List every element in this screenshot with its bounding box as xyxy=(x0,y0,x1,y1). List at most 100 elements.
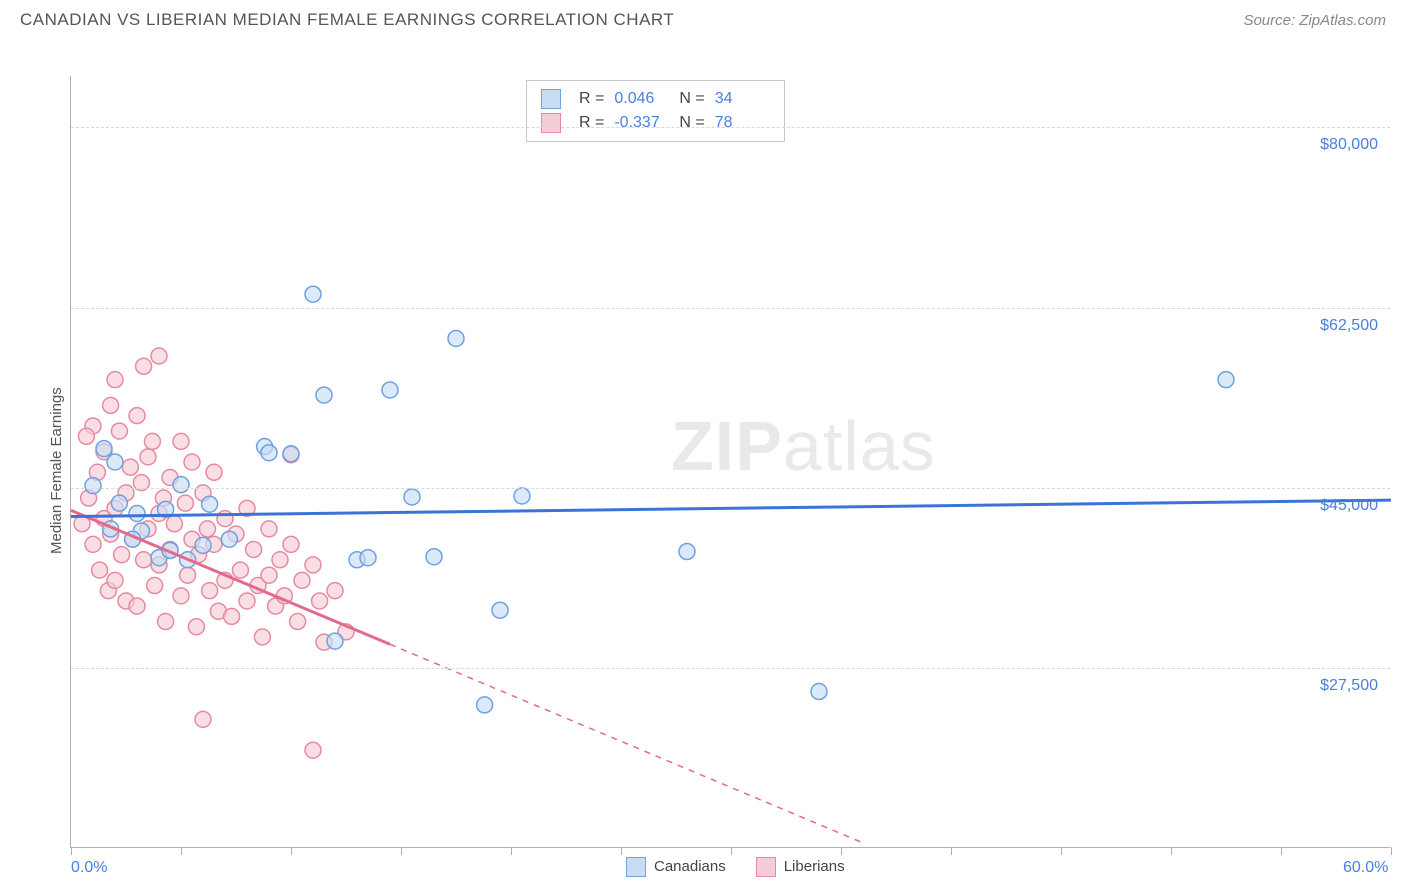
data-point xyxy=(180,567,196,583)
data-point xyxy=(92,562,108,578)
plot-area: ZIPatlas R =0.046N =34R =-0.337N =78 Can… xyxy=(70,76,1390,848)
x-tick-label: 60.0% xyxy=(1343,859,1388,877)
legend-swatch xyxy=(626,857,646,877)
y-tick-label: $45,000 xyxy=(1320,497,1378,515)
n-value: 78 xyxy=(715,114,770,132)
x-tick xyxy=(1171,847,1172,855)
data-point xyxy=(114,547,130,563)
data-point xyxy=(173,433,189,449)
data-point xyxy=(85,536,101,552)
data-point xyxy=(78,428,94,444)
data-point xyxy=(261,521,277,537)
trend-line-dashed xyxy=(390,644,863,843)
x-tick xyxy=(841,847,842,855)
data-point xyxy=(492,602,508,618)
data-point xyxy=(111,495,127,511)
x-tick xyxy=(1391,847,1392,855)
n-label: N = xyxy=(679,90,704,108)
data-point xyxy=(426,549,442,565)
data-point xyxy=(224,608,240,624)
r-value: 0.046 xyxy=(614,90,669,108)
data-point xyxy=(679,544,695,560)
data-point xyxy=(246,541,262,557)
r-value: -0.337 xyxy=(614,114,669,132)
legend-swatch xyxy=(756,857,776,877)
x-tick xyxy=(181,847,182,855)
gridline xyxy=(71,668,1390,669)
legend-item: Liberians xyxy=(756,857,845,877)
data-point xyxy=(140,449,156,465)
data-point xyxy=(85,478,101,494)
data-point xyxy=(129,505,145,521)
data-point xyxy=(272,552,288,568)
data-point xyxy=(107,572,123,588)
data-point xyxy=(217,511,233,527)
data-point xyxy=(195,537,211,553)
data-point xyxy=(195,711,211,727)
data-point xyxy=(136,358,152,374)
data-point xyxy=(232,562,248,578)
data-point xyxy=(136,552,152,568)
legend-label: Liberians xyxy=(784,858,845,875)
data-point xyxy=(448,330,464,346)
n-label: N = xyxy=(679,114,704,132)
data-point xyxy=(122,459,138,475)
data-point xyxy=(111,423,127,439)
legend-item: Canadians xyxy=(626,857,726,877)
data-point xyxy=(312,593,328,609)
data-point xyxy=(206,464,222,480)
data-point xyxy=(173,588,189,604)
data-point xyxy=(327,633,343,649)
gridline xyxy=(71,308,1390,309)
legend-swatch xyxy=(541,113,561,133)
data-point xyxy=(404,489,420,505)
stats-box: R = 0.046 N = 34 R = -0.337 N = 78 xyxy=(526,80,785,142)
stats-row: R = 0.046 N = 34 xyxy=(541,87,770,111)
data-point xyxy=(221,531,237,547)
data-point xyxy=(261,567,277,583)
data-point xyxy=(177,495,193,511)
data-point xyxy=(283,446,299,462)
data-point xyxy=(811,684,827,700)
data-point xyxy=(327,583,343,599)
x-tick-label: 0.0% xyxy=(71,859,107,877)
bottom-legend: Canadians Liberians xyxy=(626,857,845,877)
legend-swatch xyxy=(541,89,561,109)
data-point xyxy=(144,433,160,449)
data-point xyxy=(107,372,123,388)
data-point xyxy=(151,348,167,364)
n-value: 34 xyxy=(715,90,770,108)
gridline xyxy=(71,127,1390,128)
data-point xyxy=(254,629,270,645)
data-point xyxy=(166,516,182,532)
chart-title: CANADIAN VS LIBERIAN MEDIAN FEMALE EARNI… xyxy=(20,10,674,30)
x-tick xyxy=(731,847,732,855)
data-point xyxy=(382,382,398,398)
data-point xyxy=(158,614,174,630)
data-point xyxy=(129,408,145,424)
data-point xyxy=(305,557,321,573)
data-point xyxy=(184,454,200,470)
legend-label: Canadians xyxy=(654,858,726,875)
x-tick xyxy=(401,847,402,855)
x-tick xyxy=(621,847,622,855)
r-label: R = xyxy=(579,114,604,132)
data-point xyxy=(199,521,215,537)
r-label: R = xyxy=(579,90,604,108)
data-point xyxy=(129,598,145,614)
data-point xyxy=(261,445,277,461)
data-point xyxy=(239,593,255,609)
data-point xyxy=(1218,372,1234,388)
data-point xyxy=(188,619,204,635)
data-point xyxy=(107,454,123,470)
data-point xyxy=(360,550,376,566)
x-tick xyxy=(1061,847,1062,855)
y-tick-label: $62,500 xyxy=(1320,317,1378,335)
y-tick-label: $27,500 xyxy=(1320,677,1378,695)
x-tick xyxy=(511,847,512,855)
data-point xyxy=(290,614,306,630)
y-axis-label: Median Female Earnings xyxy=(48,387,65,554)
data-point xyxy=(202,496,218,512)
source-label: Source: ZipAtlas.com xyxy=(1243,12,1386,29)
x-tick xyxy=(951,847,952,855)
